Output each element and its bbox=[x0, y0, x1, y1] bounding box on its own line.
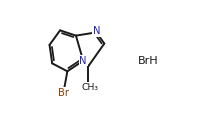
Text: BrH: BrH bbox=[138, 56, 159, 66]
Text: Br: Br bbox=[58, 88, 69, 98]
Text: N: N bbox=[93, 26, 100, 36]
Text: CH₃: CH₃ bbox=[81, 83, 98, 92]
Text: N: N bbox=[80, 56, 87, 66]
